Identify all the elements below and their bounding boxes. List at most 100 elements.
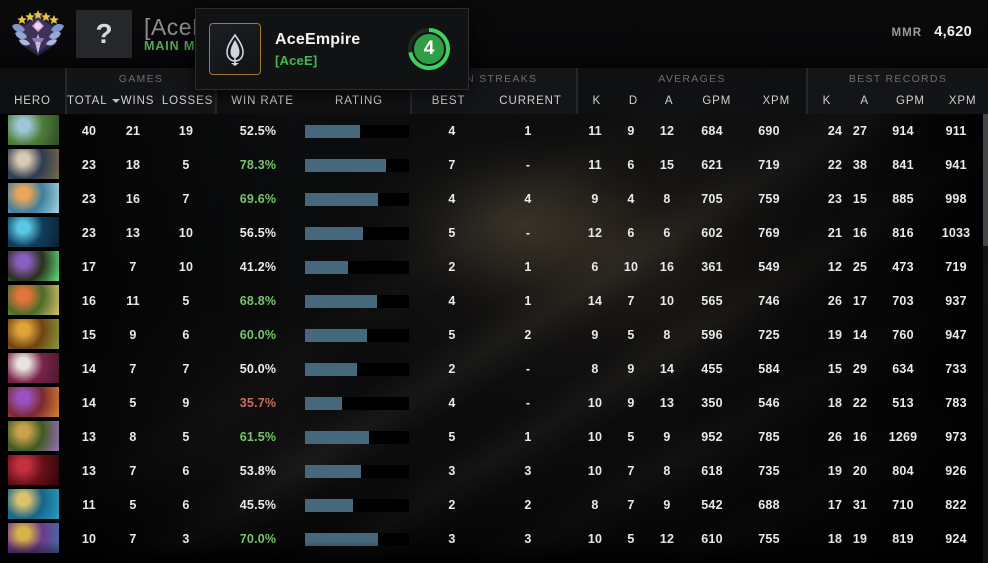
cell-rec-k: 19 (827, 464, 843, 478)
hero-portrait-clinkz[interactable] (8, 319, 59, 349)
cell-avg-a: 12 (659, 532, 675, 546)
cell-avg-xpm: 688 (758, 498, 780, 512)
cell-streak-best: 7 (448, 158, 456, 172)
cell-rec-a: 29 (852, 362, 868, 376)
main-menu-button[interactable]: ? (76, 10, 132, 58)
rating-bar (305, 430, 409, 444)
cell-winrate: 78.3% (239, 158, 277, 172)
team-level-badge: 4 (406, 26, 452, 72)
cell-rec-k: 26 (827, 430, 843, 444)
team-tooltip-popup[interactable]: AceEmpire [AceE] 4 (195, 8, 469, 90)
hero-stats-table[interactable]: 40 21 19 52.5% 4 1 11 9 12 684 690 24 27 914 911 23 18 5 7… (0, 114, 988, 563)
cell-avg-k: 10 (587, 532, 603, 546)
column-header-hero[interactable]: HERO (14, 95, 51, 107)
hero-portrait-morphling[interactable] (8, 217, 59, 247)
table-row[interactable]: 13 7 6 53.8% 3 3 10 7 8 618 735 19 20 804 926 (0, 454, 988, 488)
cell-rec-k: 18 (827, 532, 843, 546)
hero-portrait-dazzle[interactable] (8, 523, 59, 553)
hero-portrait-rubick[interactable] (8, 251, 59, 281)
table-row[interactable]: 11 5 6 45.5% 2 2 8 7 9 542 688 17 31 710 822 (0, 488, 988, 522)
cell-losses: 6 (182, 464, 190, 478)
mmr-label: MMR (891, 27, 923, 39)
table-row[interactable]: 13 8 5 61.5% 5 1 10 5 9 952 785 26 16 1269 973 (0, 420, 988, 454)
hero-portrait-shadow-demon[interactable] (8, 455, 59, 485)
cell-avg-d: 5 (627, 328, 635, 342)
cell-wins: 8 (129, 430, 137, 444)
column-header-total[interactable]: TOTAL (67, 95, 120, 107)
rating-bar (305, 532, 409, 546)
team-level-number: 4 (423, 38, 435, 59)
cell-avg-a: 8 (663, 328, 671, 342)
hero-portrait-drow-ranger[interactable] (8, 353, 59, 383)
table-row[interactable]: 40 21 19 52.5% 4 1 11 9 12 684 690 24 27 914 911 (0, 114, 988, 148)
cell-rec-a: 27 (852, 124, 868, 138)
hero-portrait-grimstroke[interactable] (8, 387, 59, 417)
table-row[interactable]: 23 13 10 56.5% 5 - 12 6 6 602 769 21 16 816 1033 (0, 216, 988, 250)
cell-streak-best: 5 (448, 226, 456, 240)
cell-wins: 21 (125, 124, 141, 138)
column-header-avg-xpm[interactable]: XPM (762, 95, 791, 107)
cell-wins: 11 (126, 294, 140, 308)
table-row[interactable]: 23 18 5 78.3% 7 - 11 6 15 621 719 22 38 841 941 (0, 148, 988, 182)
scrollbar-track[interactable] (983, 114, 988, 563)
cell-avg-gpm: 705 (701, 192, 723, 206)
cell-avg-a: 12 (659, 124, 675, 138)
column-header-winrate[interactable]: WIN RATE (231, 95, 294, 107)
cell-total: 23 (81, 192, 97, 206)
cell-streak-current: - (525, 226, 531, 240)
cell-wins: 7 (129, 362, 137, 376)
cell-losses: 5 (182, 430, 190, 444)
column-header-streak-best[interactable]: BEST (431, 95, 466, 107)
cell-rec-gpm: 760 (892, 328, 914, 342)
table-row[interactable]: 14 7 7 50.0% 2 - 8 9 14 455 584 15 29 634 733 (0, 352, 988, 386)
table-row[interactable]: 15 9 6 60.0% 5 2 9 5 8 596 725 19 14 760 947 (0, 318, 988, 352)
cell-rec-k: 12 (827, 260, 843, 274)
scrollbar-thumb[interactable] (983, 114, 988, 246)
table-row[interactable]: 10 7 3 70.0% 3 3 10 5 12 610 755 18 19 819 924 (0, 522, 988, 556)
rating-bar (305, 124, 409, 138)
hero-portrait-ogre-magi[interactable] (8, 421, 59, 451)
column-header-avg-gpm[interactable]: GPM (702, 95, 732, 107)
cell-losses: 7 (182, 192, 190, 206)
column-header-rec-k[interactable]: K (822, 95, 832, 107)
hero-portrait-natures-prophet[interactable] (8, 115, 59, 145)
cell-total: 17 (81, 260, 97, 274)
cell-avg-gpm: 684 (701, 124, 723, 138)
cell-avg-gpm: 621 (701, 158, 723, 172)
column-header-rec-gpm[interactable]: GPM (895, 95, 925, 107)
cell-streak-best: 2 (448, 362, 456, 376)
column-header-rating[interactable]: RATING (335, 95, 384, 107)
cell-total: 10 (81, 532, 97, 546)
cell-rec-xpm: 998 (945, 192, 967, 206)
cell-rec-k: 19 (827, 328, 843, 342)
column-header-rec-xpm[interactable]: XPM (948, 95, 977, 107)
column-header-avg-k[interactable]: K (592, 95, 602, 107)
hero-portrait-windranger[interactable] (8, 285, 59, 315)
hero-portrait-ancient-apparition[interactable] (8, 183, 59, 213)
column-header-wins[interactable]: WINS (120, 95, 155, 107)
cell-rec-k: 23 (827, 192, 843, 206)
table-row[interactable]: 16 11 5 68.8% 4 1 14 7 10 565 746 26 17 703 937 (0, 284, 988, 318)
cell-wins: 7 (129, 464, 137, 478)
hero-portrait-sniper[interactable] (8, 149, 59, 179)
column-header-avg-a[interactable]: A (664, 95, 674, 107)
cell-rec-a: 16 (852, 226, 868, 240)
cell-avg-k: 10 (587, 396, 603, 410)
column-header-avg-d[interactable]: D (628, 95, 639, 107)
cell-avg-k: 11 (588, 158, 602, 172)
column-header-streak-current[interactable]: CURRENT (499, 95, 562, 107)
cell-avg-k: 10 (587, 464, 603, 478)
column-header-rec-a[interactable]: A (860, 95, 869, 107)
team-name: AceEmpire (275, 30, 361, 48)
hero-portrait-slark[interactable] (8, 489, 59, 519)
table-row[interactable]: 23 16 7 69.6% 4 4 9 4 8 705 759 23 15 885 998 (0, 182, 988, 216)
column-header-losses[interactable]: LOSSES (161, 95, 214, 107)
table-row[interactable]: 14 5 9 35.7% 4 - 10 9 13 350 546 18 22 513 783 (0, 386, 988, 420)
table-row[interactable]: 17 7 10 41.2% 2 1 6 10 16 361 549 12 25 473 719 (0, 250, 988, 284)
cell-avg-gpm: 350 (701, 396, 723, 410)
cell-rec-a: 20 (852, 464, 868, 478)
cell-streak-current: - (525, 158, 531, 172)
cell-avg-d: 5 (627, 430, 635, 444)
cell-rec-xpm: 733 (945, 362, 967, 376)
cell-rec-a: 22 (852, 396, 868, 410)
